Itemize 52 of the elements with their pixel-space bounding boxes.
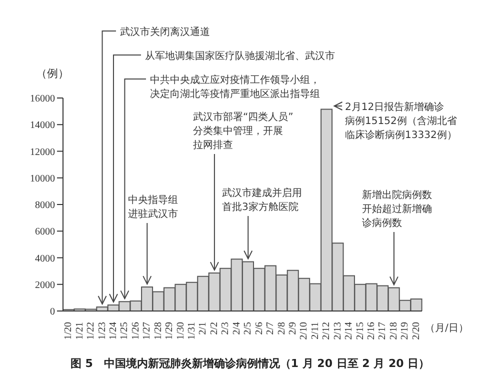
x-tick-label: 2/19 [400,322,411,340]
annotation: 从军地调集国家医疗队驰援湖北省、武汉市 [145,50,335,62]
x-tick-label: 2/2 [208,322,220,335]
x-tick-label: 1/28 [152,322,164,340]
y-tick-label: 0 [50,306,55,318]
x-tick-label: 1/21 [74,322,86,340]
x-tick-label: 2/6 [254,322,265,335]
x-tick-label: 1/23 [96,322,108,340]
annotation: 中共中央成立应对疫情工作领导小组，决定向湖北等疫情严重地区派出指导组 [150,74,320,100]
annotation: 武汉市建成并启用首批3家方舱医院 [222,187,302,213]
x-tick-label: 2/8 [276,322,288,335]
x-tick-label: 1/30 [175,322,186,340]
y-tick-label: 2000 [35,280,55,291]
x-tick-label: 2/14 [344,322,355,340]
y-tick-label: 8000 [35,200,55,212]
x-tick-label: 2/1 [198,322,209,335]
x-tick-label: 1/24 [108,322,119,340]
x-tick-label: 2/17 [377,322,388,340]
x-tick-label: 1/26 [130,322,142,340]
x-tick-label: 2/9 [287,322,298,335]
y-tick-label: 14000 [30,120,55,132]
y-tick-label: 12000 [30,146,55,158]
x-tick-label: 2/4 [231,322,242,335]
x-tick-label: 2/12 [321,322,332,340]
x-tick-label: 2/16 [366,322,378,340]
x-tick-label: 2/7 [265,322,276,335]
y-tick-label: 6000 [35,226,55,238]
x-tick-label: 1/27 [142,322,153,340]
x-tick-label: 2/13 [332,322,344,340]
y-tick-label: 10000 [30,173,55,184]
x-tick-label: 2/20 [410,322,422,340]
x-tick-label: 2/11 [310,322,321,340]
x-tick-label: 2/18 [388,322,400,340]
x-tick-label: 2/10 [298,322,310,340]
x-tick-label: 1/20 [63,322,74,340]
annotation: 中央指导组进驻武汉市 [128,194,178,220]
x-tick-label: 2/15 [354,322,366,340]
x-tick-label: 2/3 [220,322,232,335]
x-tick-label: 1/25 [119,322,130,340]
text: 图 5 中国境内新冠肺炎新增确诊病例情况（1 月 20 日至 2 月 20 日） [70,357,430,370]
y-tick-label: 4000 [35,253,55,264]
y-tick-label: 16000 [30,94,55,105]
annotation: 新增出院病例数开始超过新增确诊病例数 [362,189,432,229]
x-tick-label: 1/31 [186,322,198,340]
annotation: 武汉市关闭离汉通道 [120,26,210,38]
x-axis-title: （月/日） [425,323,468,334]
annotation: 2月12日报告新增确诊病例15152例（含湖北省临床诊断病例13332例） [345,101,457,141]
y-axis-title: （例） [36,67,69,80]
x-tick-label: 1/29 [164,322,176,340]
annotation: 武汉市部署“四类人员”分类集中管理，开展拉网排查 [193,111,294,151]
x-tick-label: 1/22 [86,322,97,340]
x-tick-label: 2/5 [242,322,254,335]
